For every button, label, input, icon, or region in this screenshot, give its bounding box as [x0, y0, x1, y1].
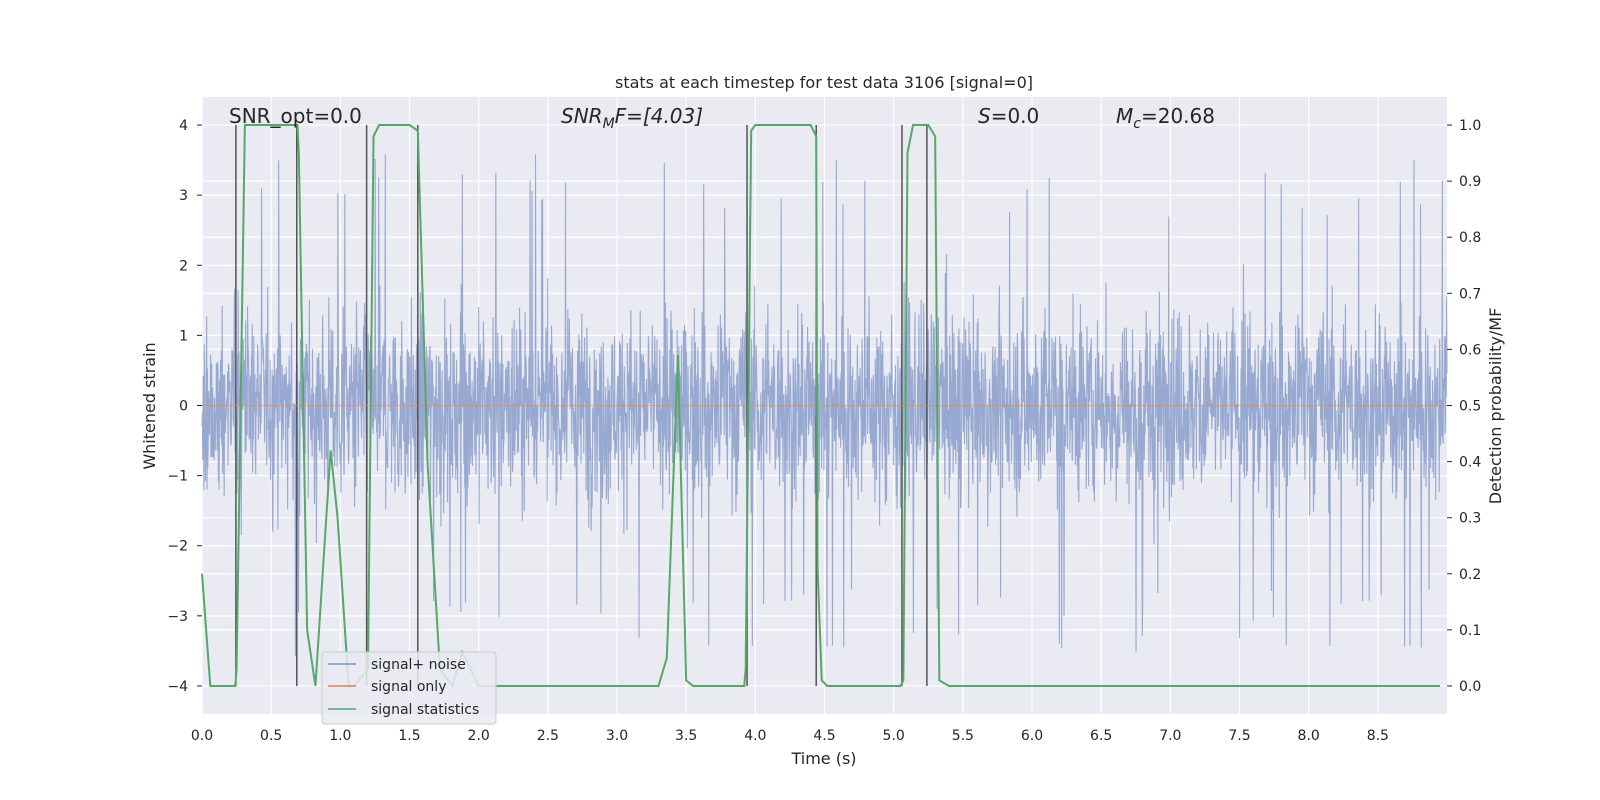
x-tick-label: 7.5 — [1228, 728, 1250, 744]
x-tick-label: 1.0 — [329, 728, 351, 744]
x-tick-label: 3.0 — [606, 728, 628, 744]
x-tick-label: 2.5 — [537, 728, 559, 744]
y-left-tick-label: −1 — [167, 469, 188, 485]
x-tick-label: 0.5 — [260, 728, 282, 744]
snr-opt-annotation: SNR_opt=0.0 — [229, 104, 362, 128]
y-left-tick-label: −3 — [167, 609, 188, 625]
y-right-tick-label: 0.1 — [1459, 623, 1481, 639]
y-left-axis-label: Whitened strain — [140, 342, 159, 469]
y-left-tick-label: 0 — [179, 399, 188, 415]
legend-box — [321, 651, 497, 725]
x-tick-label: 6.5 — [1090, 728, 1112, 744]
snr-mf-main: SNR — [561, 104, 603, 128]
y-right-tick-label: 0.5 — [1459, 399, 1481, 415]
y-left-tick-label: 4 — [179, 118, 188, 134]
y-right-tick-label: 0.6 — [1459, 342, 1481, 358]
y-left-tick-label: 3 — [179, 188, 188, 204]
snr-mf-rest: F=[4.03] — [615, 104, 703, 128]
y-left-tick-label: 1 — [179, 328, 188, 344]
y-right-axis-ticks: 1.0 0.9 0.8 0.7 0.6 0.5 0.4 0.3 0.2 0.1 0.0 — [1447, 118, 1481, 695]
chart-title: stats at each timestep for test data 310… — [615, 73, 1033, 92]
mc-rest: =20.68 — [1141, 104, 1215, 128]
y-right-tick-label: 0.9 — [1459, 174, 1481, 190]
y-right-tick-label: 0.7 — [1459, 286, 1481, 302]
legend-label-signal-only: signal only — [371, 679, 446, 695]
x-tick-label: 5.0 — [883, 728, 905, 744]
mc-main: M — [1116, 104, 1133, 128]
x-tick-label: 8.5 — [1367, 728, 1389, 744]
x-tick-label: 8.0 — [1298, 728, 1320, 744]
y-right-tick-label: 0.2 — [1459, 567, 1481, 583]
x-tick-label: 5.5 — [952, 728, 974, 744]
snr-mf-sub: M — [603, 116, 615, 132]
x-tick-label: 3.5 — [675, 728, 697, 744]
y-right-tick-label: 0.8 — [1459, 230, 1481, 246]
mc-sub: c — [1133, 116, 1141, 132]
x-tick-label: 7.0 — [1159, 728, 1181, 744]
y-right-tick-label: 0.0 — [1459, 679, 1481, 695]
y-left-tick-label: 2 — [179, 258, 188, 274]
s-rest: =0.0 — [991, 104, 1040, 128]
y-left-axis-ticks: 4 3 2 1 0 −1 −2 −3 −4 — [167, 118, 202, 695]
legend: signal+ noise signal only signal statist… — [321, 651, 497, 725]
snr-mf-annotation: SNRMF=[4.03] — [561, 104, 703, 132]
y-right-tick-label: 0.3 — [1459, 511, 1481, 527]
y-left-tick-label: −2 — [167, 539, 188, 555]
legend-label-signal-statistics: signal statistics — [371, 702, 479, 718]
y-right-tick-label: 1.0 — [1459, 118, 1481, 134]
x-tick-label: 2.0 — [468, 728, 490, 744]
x-tick-label: 1.5 — [398, 728, 420, 744]
y-right-tick-label: 0.4 — [1459, 455, 1481, 471]
x-tick-label: 4.5 — [813, 728, 835, 744]
x-tick-label: 6.0 — [1021, 728, 1043, 744]
legend-label-signal-noise: signal+ noise — [371, 657, 466, 673]
x-axis-label: Time (s) — [790, 749, 856, 768]
y-left-tick-label: −4 — [167, 679, 188, 695]
signal-noise-series — [201, 154, 1448, 656]
y-right-axis-label: Detection probability/MF — [1486, 308, 1505, 505]
x-tick-label: 0.0 — [191, 728, 213, 744]
s-main: S — [978, 104, 991, 128]
x-tick-label: 4.0 — [744, 728, 766, 744]
signal-noise-line — [201, 154, 1448, 656]
signal-statistics-line — [201, 124, 1441, 689]
mc-annotation: Mc=20.68 — [1116, 104, 1215, 132]
s-annotation: S=0.0 — [978, 104, 1039, 128]
signal-statistics-series — [201, 124, 1441, 689]
x-axis-ticks: 0.0 0.5 1.0 1.5 2.0 2.5 3.0 3.5 4.0 4.5 5.0 5.5 6.0 6… — [191, 728, 1389, 744]
